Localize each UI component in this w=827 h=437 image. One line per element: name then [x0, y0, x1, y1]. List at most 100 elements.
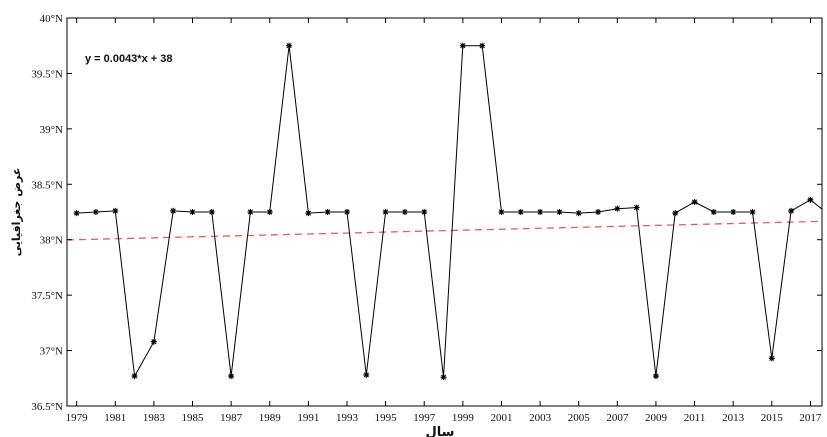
data-point: [343, 209, 350, 215]
data-point: [382, 209, 389, 215]
point-marker: [498, 209, 505, 215]
point-marker: [170, 207, 177, 214]
point-marker: [537, 209, 544, 215]
point-marker: [228, 373, 235, 380]
trendline-layer: [67, 220, 822, 241]
data-point: [324, 209, 331, 215]
point-marker: [672, 210, 679, 217]
data-point: [652, 373, 659, 380]
point-marker: [286, 42, 293, 49]
point-marker: [421, 209, 428, 215]
data-point: [228, 373, 235, 380]
data-point: [517, 209, 524, 215]
point-marker: [788, 207, 795, 214]
point-marker: [595, 209, 602, 215]
plot-frame: [66, 17, 823, 407]
data-point: [556, 209, 563, 215]
point-marker: [324, 209, 331, 215]
x-tick-label: 2005: [568, 412, 591, 424]
data-point: [807, 196, 814, 203]
data-point: [710, 209, 717, 215]
point-marker: [305, 210, 312, 217]
x-tick-label: 1983: [143, 412, 166, 424]
x-tick-label: 2007: [606, 412, 629, 424]
point-marker: [150, 338, 157, 345]
point-marker: [749, 209, 756, 215]
point-marker: [633, 204, 640, 211]
data-point: [595, 209, 602, 215]
data-point: [614, 205, 621, 212]
data-point: [749, 209, 756, 215]
y-axis-label: عرض جغرافیایی: [10, 168, 23, 257]
point-marker: [459, 42, 466, 49]
data-point: [286, 42, 293, 49]
y-tick-label: 37.5°N: [31, 290, 63, 302]
data-point: [92, 209, 99, 215]
data-point: [170, 207, 177, 214]
x-tick-label: 2015: [761, 412, 784, 424]
point-marker: [517, 209, 524, 215]
y-tick-label: 39°N: [40, 124, 63, 136]
y-tick-label: 37°N: [40, 346, 63, 358]
data-point: [266, 209, 273, 215]
x-axis-label: سال: [426, 425, 455, 437]
y-ticks: 36.5°N 37°N 37.5°N 38°N 38.5°N 39°N 39.5°N 40°N: [31, 13, 822, 413]
point-marker: [382, 209, 389, 215]
x-tick-label: 1997: [413, 412, 436, 424]
data-point: [401, 209, 408, 215]
point-marker: [73, 210, 80, 217]
point-marker: [691, 199, 698, 206]
y-tick-label: 40°N: [40, 13, 63, 25]
x-tick-label: 2017: [799, 412, 822, 424]
data-point: [672, 210, 679, 217]
data-point: [150, 338, 157, 345]
point-marker: [266, 209, 273, 215]
trendline: [67, 220, 822, 241]
x-tick-label: 2001: [490, 412, 512, 424]
x-tick-label: 1999: [452, 412, 475, 424]
point-marker: [92, 209, 99, 215]
point-marker: [208, 209, 215, 215]
data-point: [730, 209, 737, 215]
x-ticks: 1979 1981 1983 1985 1987 1989 1991 1993 1995 1997…: [66, 18, 822, 424]
trendline-equation: y = 0.0043*x + 38: [85, 53, 172, 65]
data-point: [537, 209, 544, 215]
data-point: [459, 42, 466, 49]
point-marker: [363, 371, 370, 378]
data-point: [633, 204, 640, 211]
y-tick-label: 36.5°N: [31, 401, 63, 413]
point-marker: [401, 209, 408, 215]
y-tick-label: 39.5°N: [31, 68, 63, 80]
data-point: [208, 209, 215, 215]
data-point: [363, 371, 370, 378]
x-tick-label: 2011: [684, 412, 706, 424]
point-marker: [730, 209, 737, 215]
point-marker: [440, 374, 447, 381]
point-marker: [768, 355, 775, 362]
data-point: [440, 374, 447, 381]
point-marker: [807, 196, 814, 203]
x-tick-label: 1979: [66, 412, 89, 424]
x-tick-label: 1987: [220, 412, 243, 424]
data-point: [305, 210, 312, 217]
x-tick-label: 2013: [722, 412, 745, 424]
series-layer: [73, 42, 822, 381]
data-point: [768, 355, 775, 362]
x-tick-label: 1993: [336, 412, 359, 424]
data-point: [131, 373, 138, 380]
data-point: [421, 209, 428, 215]
x-tick-label: 1989: [259, 412, 282, 424]
data-point: [112, 207, 119, 214]
data-point: [575, 210, 582, 217]
data-point: [788, 207, 795, 214]
data-point: [479, 42, 486, 49]
point-marker: [652, 373, 659, 380]
point-marker: [479, 42, 486, 49]
point-marker: [614, 205, 621, 212]
data-point: [498, 209, 505, 215]
point-marker: [131, 373, 138, 380]
point-marker: [343, 209, 350, 215]
x-tick-label: 2003: [529, 412, 552, 424]
y-tick-label: 38.5°N: [31, 179, 63, 191]
